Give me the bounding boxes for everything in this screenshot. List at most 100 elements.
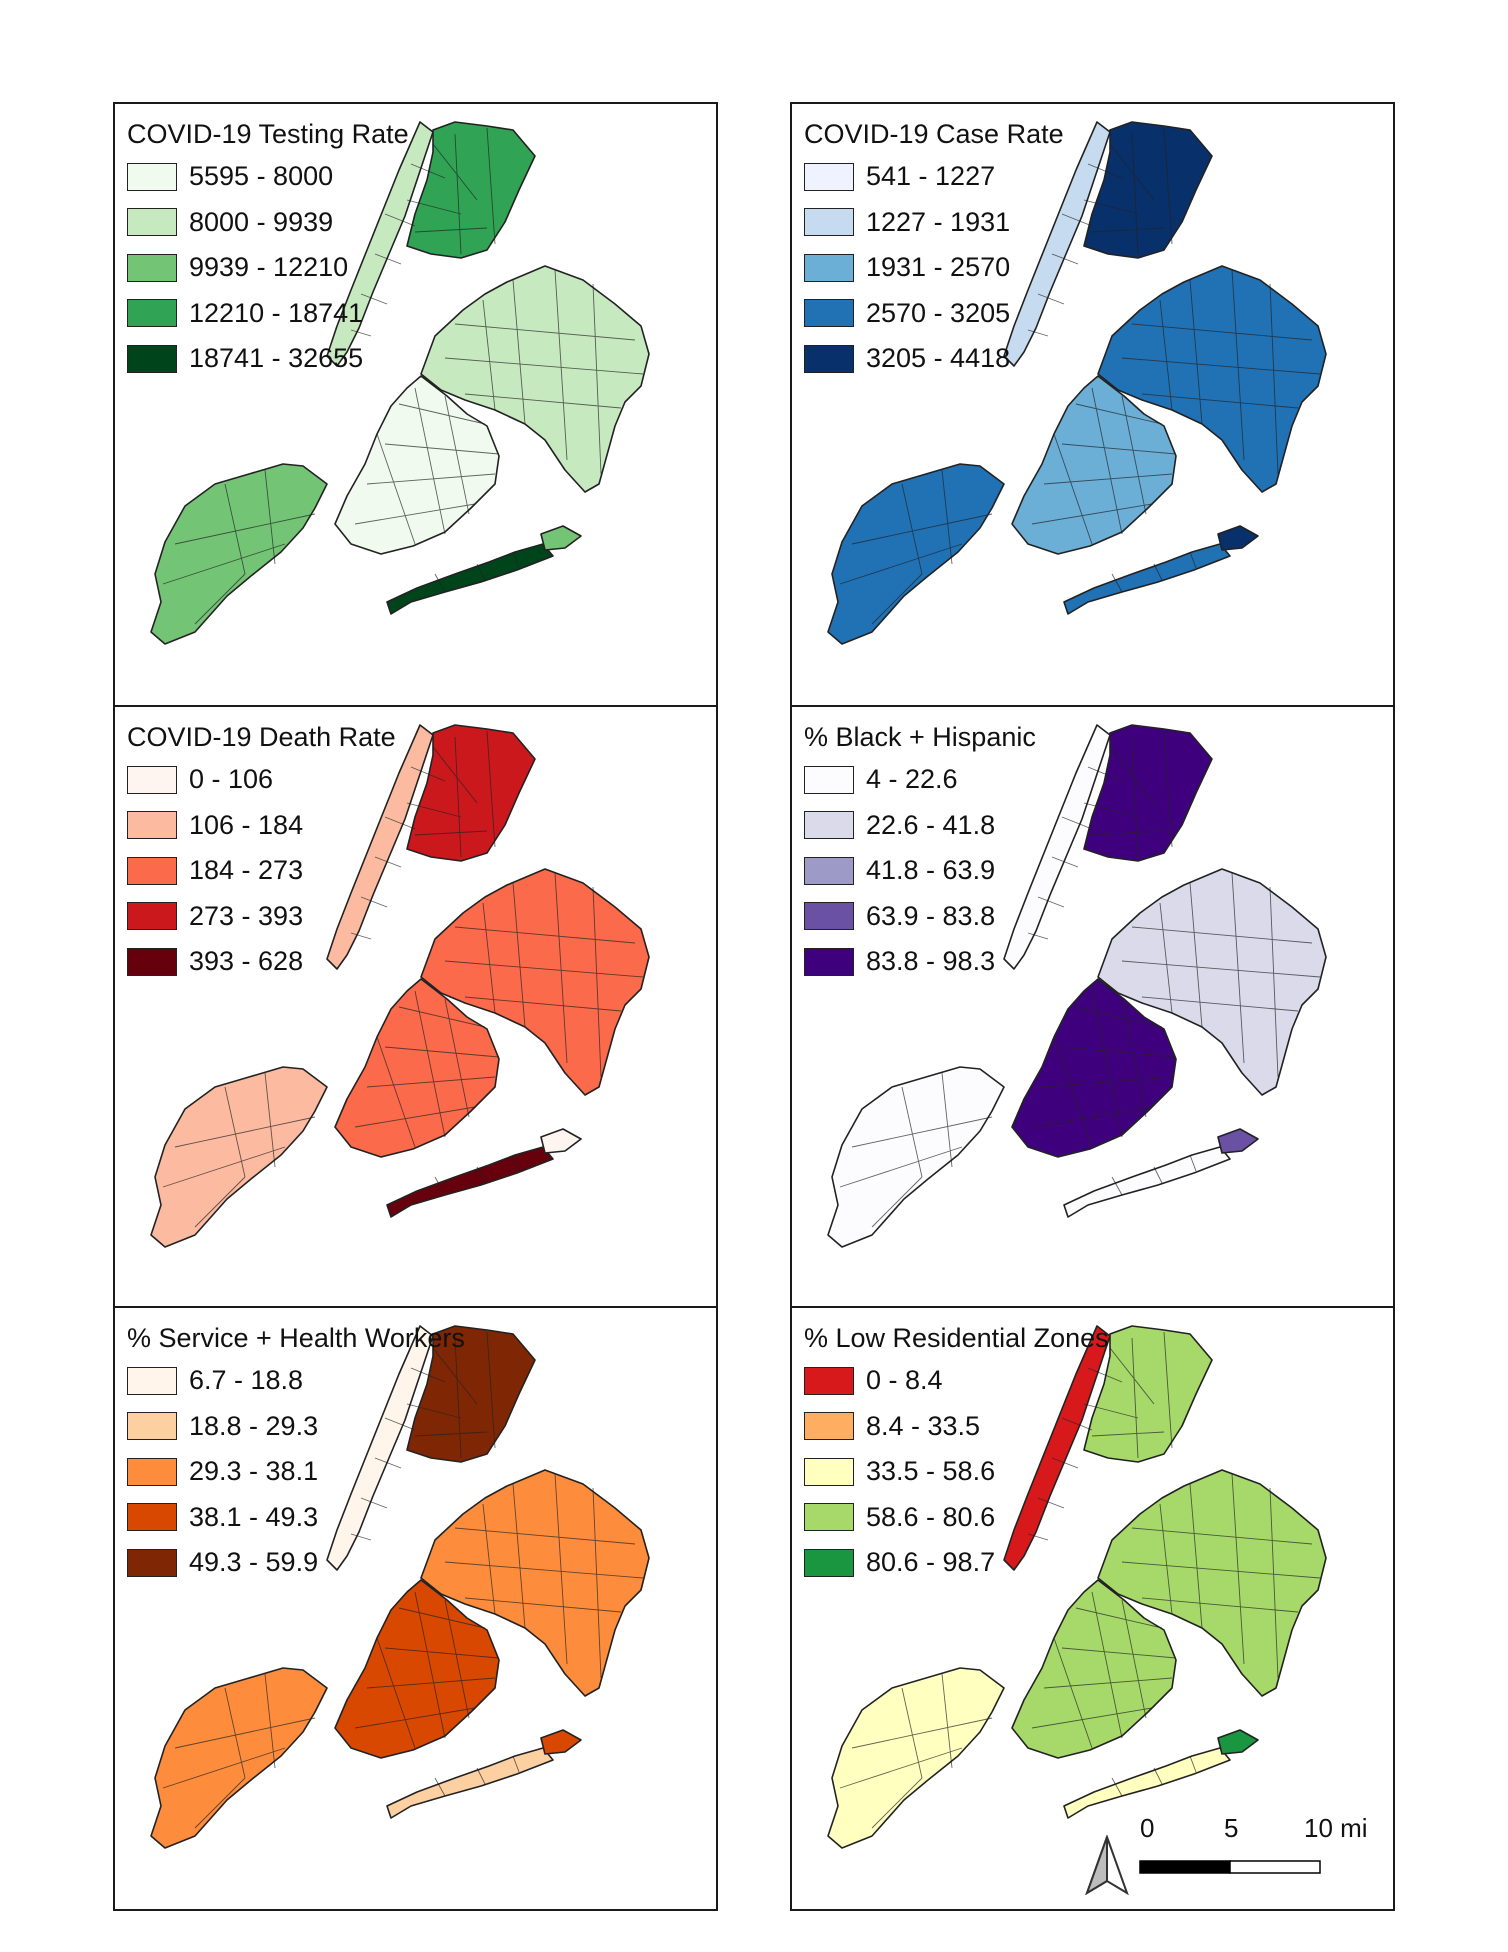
panel-case-rate: COVID-19 Case Rate 541 - 1227 1227 - 1931 1…: [790, 102, 1395, 707]
legend-label: 29.3 - 38.1: [189, 1456, 319, 1487]
borough-bronx: [406, 1325, 536, 1463]
borough-bronx: [1083, 724, 1213, 862]
legend-item: 0 - 106: [127, 757, 396, 803]
legend-swatch: [804, 1366, 854, 1395]
legend-swatch: [804, 947, 854, 976]
tract-boundaries: [444, 872, 644, 1078]
borough-rockaway: [1063, 1747, 1231, 1819]
legend: COVID-19 Case Rate 541 - 1227 1227 - 1931 1…: [804, 118, 1064, 382]
legend: % Service + Health Workers 6.7 - 18.8 18.8…: [127, 1322, 465, 1586]
legend-item: 83.8 - 98.3: [804, 939, 1036, 985]
legend-item: 1931 - 2570: [804, 245, 1064, 291]
scale-bar-segments: [1139, 1860, 1321, 1874]
borough-manhattan: [326, 121, 434, 367]
nyc-map: [827, 724, 1327, 1248]
tract-boundaries: [444, 1473, 644, 1679]
tract-boundaries: [1121, 1473, 1321, 1679]
legend-label: 22.6 - 41.8: [866, 809, 996, 840]
panel-service-health-workers: % Service + Health Workers 6.7 - 18.8 18.8…: [113, 1306, 718, 1911]
legend-label: 58.6 - 80.6: [866, 1501, 996, 1532]
tract-boundaries: [350, 816, 416, 940]
legend-item: 1227 - 1931: [804, 200, 1064, 246]
legend-item: 0 - 8.4: [804, 1358, 1109, 1404]
legend-label: 4 - 22.6: [866, 764, 958, 795]
legend-swatch: [127, 253, 177, 282]
tract-boundaries: [1031, 1591, 1177, 1749]
legend-item: 41.8 - 63.9: [804, 848, 1036, 894]
legend: % Low Residential Zones 0 - 8.4 8.4 - 33.5…: [804, 1322, 1109, 1586]
legend-title: % Low Residential Zones: [804, 1323, 1109, 1353]
legend-item: 63.9 - 83.8: [804, 894, 1036, 940]
legend-item: 8000 - 9939: [127, 200, 409, 246]
tract-boundaries: [354, 990, 500, 1148]
tract-boundaries: [839, 1673, 993, 1829]
legend-label: 5595 - 8000: [189, 161, 334, 192]
tract-boundaries: [1111, 1755, 1197, 1797]
borough-staten: [827, 463, 1005, 645]
legend-item: 4 - 22.6: [804, 757, 1036, 803]
legend-item: 29.3 - 38.1: [127, 1449, 465, 1495]
nyc-map: [827, 121, 1327, 645]
borough-extra: [540, 1128, 582, 1154]
legend-item: 33.5 - 58.6: [804, 1449, 1109, 1495]
legend-swatch: [127, 1366, 177, 1395]
legend-label: 2570 - 3205: [866, 297, 1011, 328]
tract-boundaries: [162, 1673, 316, 1829]
legend-swatch: [804, 1548, 854, 1577]
legend-item: 184 - 273: [127, 848, 396, 894]
legend-swatch: [127, 1548, 177, 1577]
legend-title: COVID-19 Testing Rate: [127, 119, 409, 149]
borough-rockaway: [1063, 1146, 1231, 1218]
legend-title: COVID-19 Death Rate: [127, 722, 396, 752]
borough-queens: [1097, 868, 1327, 1096]
borough-manhattan: [326, 724, 434, 970]
legend-swatch: [804, 344, 854, 373]
legend-swatch: [804, 299, 854, 328]
legend-label: 3205 - 4418: [866, 343, 1011, 374]
borough-manhattan: [1003, 121, 1111, 367]
legend-label: 0 - 8.4: [866, 1365, 943, 1396]
tract-boundaries: [406, 1331, 496, 1459]
legend-label: 0 - 106: [189, 764, 274, 795]
legend-item: 2570 - 3205: [804, 291, 1064, 337]
tract-boundaries: [1083, 730, 1173, 858]
tract-boundaries: [1121, 269, 1321, 475]
borough-extra: [1217, 1729, 1259, 1755]
scale-label-10: 10 mi: [1304, 1813, 1368, 1843]
legend-label: 41.8 - 63.9: [866, 855, 996, 886]
legend-item: 38.1 - 49.3: [127, 1495, 465, 1541]
borough-queens: [420, 868, 650, 1096]
legend-title: % Black + Hispanic: [804, 722, 1036, 752]
panel-death-rate: COVID-19 Death Rate 0 - 106 106 - 184 184 -…: [113, 705, 718, 1308]
legend-swatch: [804, 162, 854, 191]
legend-swatch: [804, 856, 854, 885]
tract-boundaries: [444, 269, 644, 475]
borough-staten: [827, 1667, 1005, 1849]
borough-rockaway: [386, 543, 554, 615]
legend-label: 273 - 393: [189, 900, 304, 931]
tract-boundaries: [434, 1755, 520, 1797]
legend-item: 5595 - 8000: [127, 154, 409, 200]
tract-boundaries: [434, 1154, 520, 1196]
legend-title: % Service + Health Workers: [127, 1323, 465, 1353]
legend-label: 393 - 628: [189, 946, 304, 977]
legend-label: 106 - 184: [189, 809, 304, 840]
legend-label: 18.8 - 29.3: [189, 1410, 319, 1441]
legend-swatch: [804, 811, 854, 840]
tract-boundaries: [162, 1072, 316, 1228]
legend: COVID-19 Testing Rate 5595 - 8000 8000 - 9…: [127, 118, 409, 382]
tract-boundaries: [434, 551, 520, 593]
legend-swatch: [127, 947, 177, 976]
nyc-map: [150, 121, 650, 645]
borough-bronx: [406, 724, 536, 862]
legend-title: COVID-19 Case Rate: [804, 119, 1064, 149]
borough-rockaway: [386, 1747, 554, 1819]
legend-label: 184 - 273: [189, 855, 304, 886]
legend-label: 49.3 - 59.9: [189, 1547, 319, 1578]
legend-item: 9939 - 12210: [127, 245, 409, 291]
legend-swatch: [127, 1457, 177, 1486]
scale-label-0: 0: [1140, 1813, 1155, 1843]
scale-label-5: 5: [1224, 1813, 1239, 1843]
tract-boundaries: [1027, 213, 1093, 337]
tract-boundaries: [839, 469, 993, 625]
